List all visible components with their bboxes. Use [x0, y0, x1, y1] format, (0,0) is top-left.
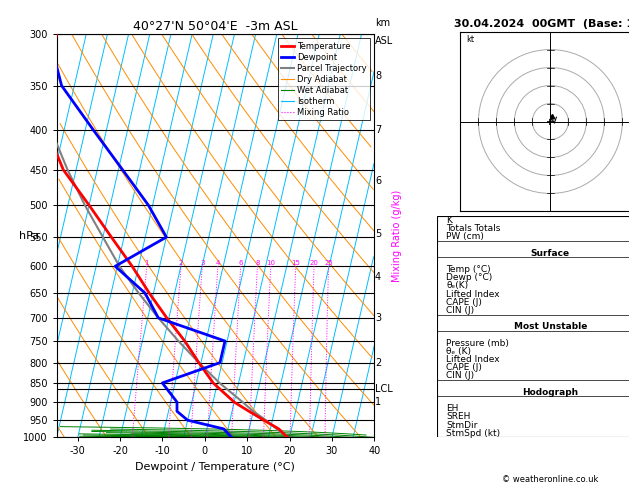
Text: Temp (°C): Temp (°C) [446, 265, 491, 274]
Text: 7: 7 [375, 125, 381, 136]
Text: 3: 3 [200, 260, 204, 266]
Text: Totals Totals: Totals Totals [446, 224, 501, 233]
Text: 20: 20 [309, 260, 318, 266]
Text: 25: 25 [324, 260, 333, 266]
Text: 10: 10 [266, 260, 276, 266]
Text: CIN (J): CIN (J) [446, 371, 474, 381]
Text: 8: 8 [255, 260, 260, 266]
Text: © weatheronline.co.uk: © weatheronline.co.uk [502, 474, 599, 484]
Text: 2: 2 [375, 358, 381, 367]
Text: Most Unstable: Most Unstable [514, 322, 587, 331]
Text: 30.04.2024  00GMT  (Base: 18): 30.04.2024 00GMT (Base: 18) [454, 19, 629, 29]
Text: Lifted Index: Lifted Index [446, 355, 500, 364]
Text: θₑ (K): θₑ (K) [446, 347, 471, 356]
Text: 4: 4 [375, 272, 381, 282]
Text: Lifted Index: Lifted Index [446, 290, 500, 298]
Text: 6: 6 [375, 176, 381, 186]
Text: 1: 1 [375, 397, 381, 407]
Text: Surface: Surface [531, 249, 570, 258]
Text: CIN (J): CIN (J) [446, 306, 474, 315]
Text: Hodograph: Hodograph [522, 388, 579, 397]
Text: hPa: hPa [19, 231, 39, 241]
Text: 15: 15 [291, 260, 300, 266]
Text: LCL: LCL [375, 384, 392, 394]
Text: SREH: SREH [446, 413, 470, 421]
Text: Pressure (mb): Pressure (mb) [446, 339, 509, 347]
Text: K: K [446, 216, 452, 225]
Title: 40°27'N 50°04'E  -3m ASL: 40°27'N 50°04'E -3m ASL [133, 20, 298, 33]
Text: Mixing Ratio (g/kg): Mixing Ratio (g/kg) [392, 190, 402, 282]
Text: 8: 8 [375, 71, 381, 81]
Text: θₑ(K): θₑ(K) [446, 281, 469, 291]
Text: 5: 5 [375, 229, 381, 239]
Text: ASL: ASL [375, 36, 393, 46]
Text: kt: kt [466, 35, 474, 44]
Text: PW (cm): PW (cm) [446, 232, 484, 241]
Text: 4: 4 [216, 260, 220, 266]
Text: StmSpd (kt): StmSpd (kt) [446, 429, 500, 438]
Text: CAPE (J): CAPE (J) [446, 298, 482, 307]
Text: Dewp (°C): Dewp (°C) [446, 273, 493, 282]
Text: EH: EH [446, 404, 459, 413]
Text: 2: 2 [179, 260, 183, 266]
Text: StmDir: StmDir [446, 420, 477, 430]
Text: 6: 6 [238, 260, 243, 266]
X-axis label: Dewpoint / Temperature (°C): Dewpoint / Temperature (°C) [135, 462, 296, 472]
Legend: Temperature, Dewpoint, Parcel Trajectory, Dry Adiabat, Wet Adiabat, Isotherm, Mi: Temperature, Dewpoint, Parcel Trajectory… [278, 38, 370, 121]
Text: CAPE (J): CAPE (J) [446, 364, 482, 372]
Text: 3: 3 [375, 313, 381, 323]
Text: 1: 1 [145, 260, 149, 266]
Text: km: km [375, 18, 390, 28]
